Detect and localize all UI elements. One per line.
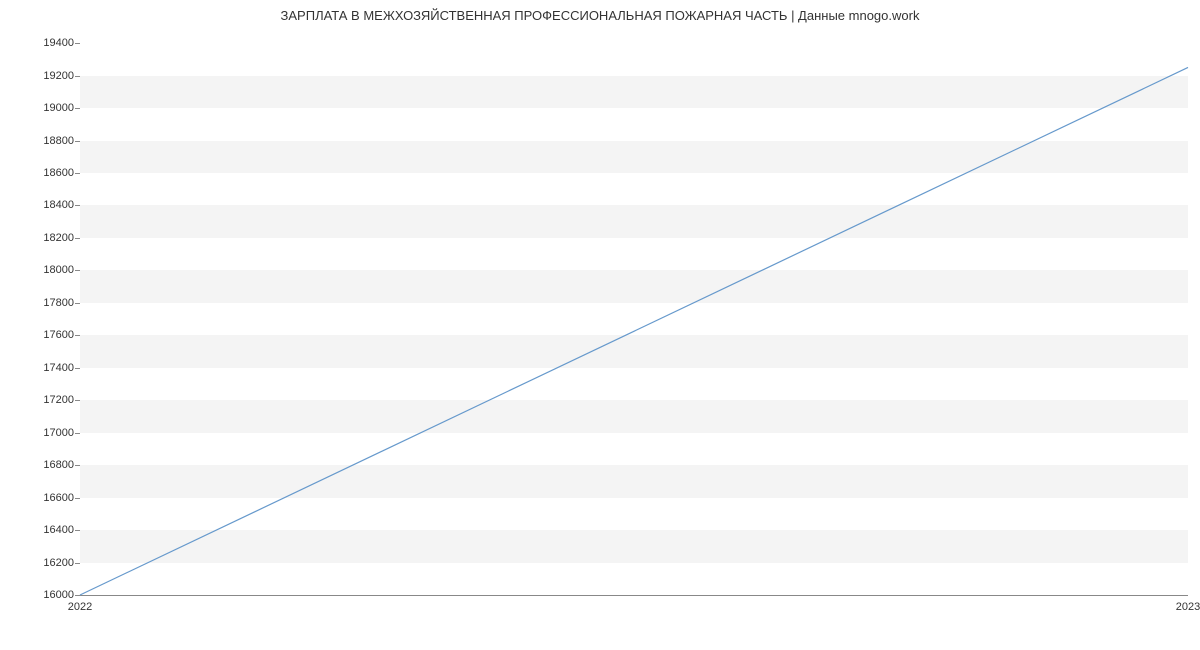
y-tick-mark [75, 498, 80, 499]
y-tick-label: 19200 [43, 70, 74, 82]
y-tick-label: 17000 [43, 427, 74, 439]
salary-line-chart: ЗАРПЛАТА В МЕЖХОЗЯЙСТВЕННАЯ ПРОФЕССИОНАЛ… [0, 0, 1200, 650]
x-tick-label: 2023 [1176, 601, 1200, 613]
y-tick-mark [75, 465, 80, 466]
y-tick-label: 19000 [43, 102, 74, 114]
plot-area: 1600016200164001660016800170001720017400… [80, 35, 1188, 596]
y-tick-mark [75, 595, 80, 596]
y-tick-label: 18000 [43, 264, 74, 276]
y-tick-label: 18400 [43, 199, 74, 211]
y-tick-mark [75, 43, 80, 44]
y-tick-mark [75, 303, 80, 304]
y-tick-label: 16400 [43, 524, 74, 536]
y-tick-mark [75, 76, 80, 77]
y-tick-label: 16200 [43, 557, 74, 569]
y-tick-label: 17600 [43, 329, 74, 341]
y-tick-mark [75, 141, 80, 142]
y-tick-mark [75, 108, 80, 109]
y-tick-mark [75, 563, 80, 564]
y-tick-label: 16800 [43, 459, 74, 471]
chart-title: ЗАРПЛАТА В МЕЖХОЗЯЙСТВЕННАЯ ПРОФЕССИОНАЛ… [0, 8, 1200, 23]
y-tick-label: 18600 [43, 167, 74, 179]
line-series [80, 35, 1188, 595]
y-tick-label: 17400 [43, 362, 74, 374]
y-tick-mark [75, 238, 80, 239]
y-tick-mark [75, 270, 80, 271]
y-tick-label: 18800 [43, 135, 74, 147]
y-tick-mark [75, 368, 80, 369]
y-tick-mark [75, 433, 80, 434]
y-tick-mark [75, 400, 80, 401]
y-tick-mark [75, 530, 80, 531]
y-tick-label: 17200 [43, 394, 74, 406]
y-tick-label: 17800 [43, 297, 74, 309]
y-tick-label: 16000 [43, 589, 74, 601]
y-tick-label: 19400 [43, 37, 74, 49]
y-tick-label: 16600 [43, 492, 74, 504]
x-tick-label: 2022 [68, 601, 92, 613]
y-tick-label: 18200 [43, 232, 74, 244]
y-tick-mark [75, 205, 80, 206]
y-tick-mark [75, 173, 80, 174]
y-tick-mark [75, 335, 80, 336]
